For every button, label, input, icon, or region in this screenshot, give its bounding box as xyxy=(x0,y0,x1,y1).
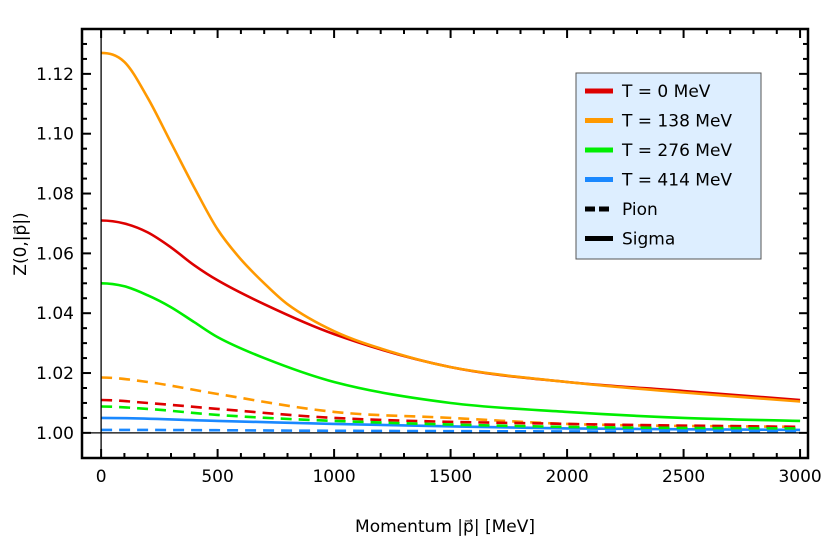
x-tick-label: 1500 xyxy=(429,467,472,487)
x-tick-label: 3000 xyxy=(778,467,821,487)
series-line-pion-0mev xyxy=(101,398,801,429)
ticks: 0 500 1000 1500 2000 2500 3000 1.00 1.02 1.04 1.06… xyxy=(36,29,822,487)
legend-label: T = 276 MeV xyxy=(621,141,732,161)
x-tick-label: 2500 xyxy=(662,467,705,487)
series-line-sigma-276mev xyxy=(101,282,801,423)
legend: T = 0 MeV T = 138 MeV T = 276 MeV T = 414 M… xyxy=(575,72,762,260)
x-tick-label: 1000 xyxy=(312,467,355,487)
x-axis-label: Momentum |p⃗| [MeV] xyxy=(355,517,535,537)
x-tick-label: 0 xyxy=(96,467,107,487)
y-tick-label: 1.08 xyxy=(36,185,74,205)
plot-lines xyxy=(101,51,801,434)
y-tick-label: 1.02 xyxy=(36,364,74,384)
series-line-sigma-414mev xyxy=(101,416,801,432)
series-line-sigma-138mev xyxy=(101,51,801,403)
y-tick-label: 1.12 xyxy=(36,65,74,85)
legend-label: T = 0 MeV xyxy=(621,82,711,102)
y-axis-label: Z(0,|p⃗|) xyxy=(11,212,31,275)
legend-label: Pion xyxy=(622,200,658,220)
legend-label: Sigma xyxy=(622,230,675,250)
y-tick-label: 1.10 xyxy=(36,125,74,145)
legend-box xyxy=(575,72,762,260)
series-line-pion-276mev xyxy=(101,405,801,430)
x-tick-label: 500 xyxy=(201,467,233,487)
legend-label: T = 414 MeV xyxy=(621,171,732,191)
axes xyxy=(80,27,810,460)
y-tick-label: 1.04 xyxy=(36,304,74,324)
x-tick-label: 2000 xyxy=(545,467,588,487)
y-tick-label: 1.00 xyxy=(36,424,74,444)
legend-label: T = 138 MeV xyxy=(621,112,732,132)
y-tick-label: 1.06 xyxy=(36,244,74,264)
plot-frame xyxy=(80,27,810,460)
series-line-pion-414mev xyxy=(101,428,801,434)
